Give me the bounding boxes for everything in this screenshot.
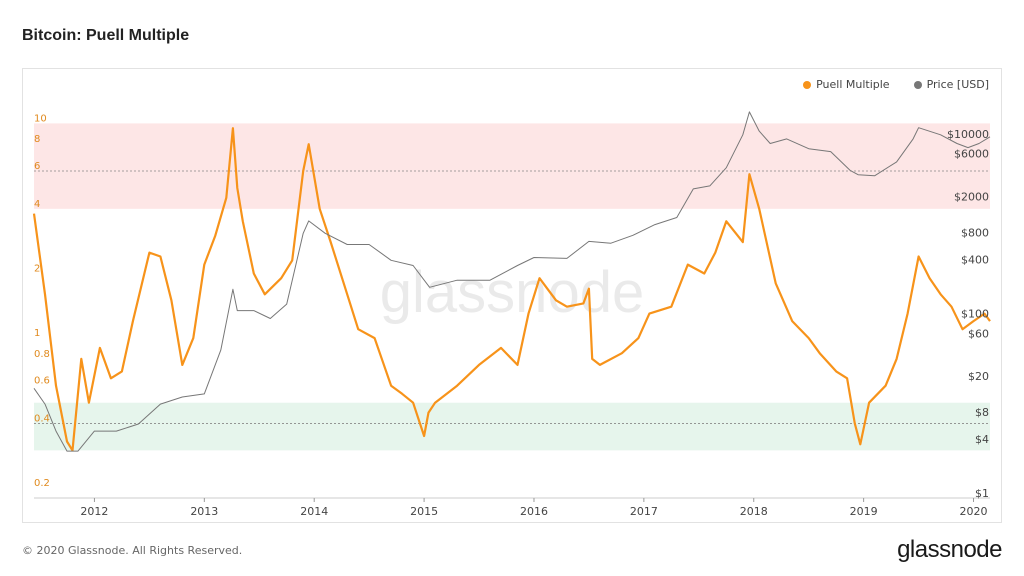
left-tick-label: 4 xyxy=(34,199,40,210)
x-tick-label: 2018 xyxy=(740,505,768,518)
series-line-puell-multiple xyxy=(32,127,991,452)
band-green xyxy=(34,402,990,451)
legend-label-price: Price [USD] xyxy=(926,78,989,91)
x-tick-label: 2013 xyxy=(190,505,218,518)
x-tick-label: 2012 xyxy=(80,505,108,518)
legend-label-puell: Puell Multiple xyxy=(816,78,890,91)
glassnode-logo[interactable]: glassnode xyxy=(897,536,1002,563)
right-tick-label: $400 xyxy=(961,253,989,266)
copyright-footer: © 2020 Glassnode. All Rights Reserved. xyxy=(22,544,243,557)
right-tick-label: $1 xyxy=(975,487,989,500)
x-tick-label: 2020 xyxy=(960,505,988,518)
legend-item-price[interactable]: Price [USD] xyxy=(913,78,989,91)
right-tick-label: $100 xyxy=(961,307,989,320)
right-tick-label: $20 xyxy=(968,370,989,383)
left-tick-label: 0.2 xyxy=(34,478,50,489)
chart-legend: Puell Multiple Price [USD] xyxy=(803,78,989,91)
chart-watermark: glassnode xyxy=(380,260,644,325)
chart-title: Bitcoin: Puell Multiple xyxy=(22,27,190,44)
x-tick-label: 2017 xyxy=(630,505,658,518)
left-tick-label: 0.8 xyxy=(34,349,50,360)
legend-dot-puell xyxy=(803,80,812,89)
right-tick-label: $60 xyxy=(968,327,989,340)
x-tick-label: 2015 xyxy=(410,505,438,518)
left-tick-label: 10 xyxy=(34,113,47,124)
band-red xyxy=(34,123,990,209)
legend-dot-price xyxy=(913,80,922,89)
left-tick-label: 8 xyxy=(34,134,40,145)
x-tick-label: 2016 xyxy=(520,505,548,518)
x-tick-label: 2019 xyxy=(850,505,878,518)
left-tick-label: 1 xyxy=(34,328,40,339)
left-tick-label: 2 xyxy=(34,263,40,274)
right-tick-label: $10000 xyxy=(947,128,989,141)
legend-item-puell[interactable]: Puell Multiple xyxy=(803,78,890,91)
x-tick-label: 2014 xyxy=(300,505,328,518)
right-tick-label: $800 xyxy=(961,226,989,239)
right-tick-label: $2000 xyxy=(954,191,989,204)
right-tick-label: $8 xyxy=(975,406,989,419)
chart-panel xyxy=(22,68,1002,523)
left-tick-label: 0.4 xyxy=(34,414,50,425)
right-tick-label: $4 xyxy=(975,433,989,446)
series-line-price xyxy=(33,111,991,452)
left-tick-label: 0.6 xyxy=(34,376,50,387)
right-tick-label: $6000 xyxy=(954,148,989,161)
left-tick-label: 6 xyxy=(34,161,40,172)
